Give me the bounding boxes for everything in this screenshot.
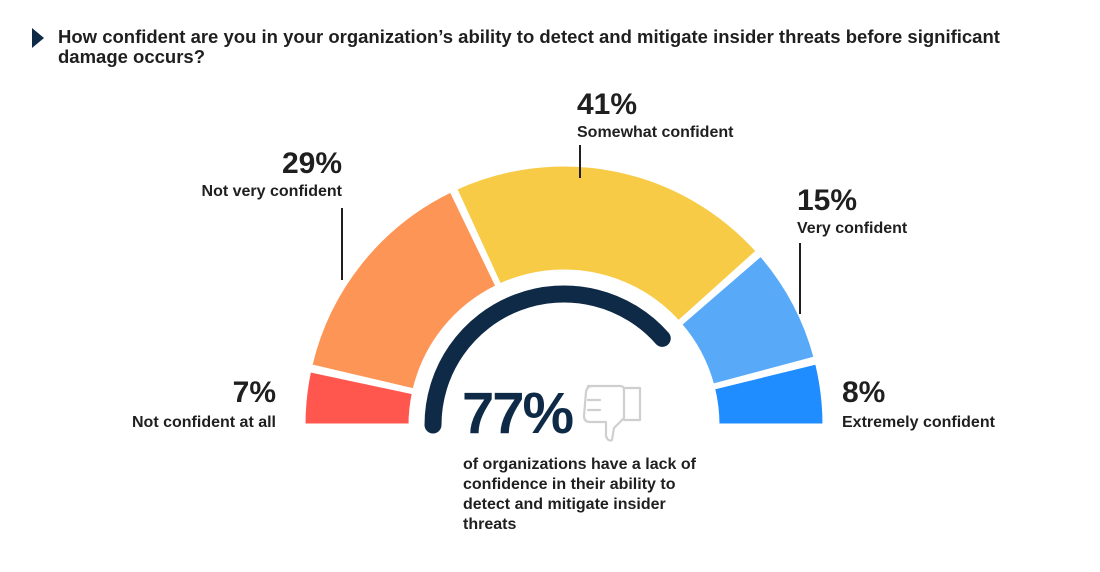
- chart-question: How confident are you in your organizati…: [58, 26, 1000, 67]
- gauge-segment: [712, 361, 826, 427]
- thumbs-down-icon: [582, 384, 642, 442]
- gauge-segment: [309, 189, 499, 392]
- segment-percent: 41%: [577, 88, 637, 121]
- gauge-segment: [679, 253, 817, 387]
- triangle-marker-icon: [32, 28, 44, 48]
- callout-arc: [424, 285, 671, 434]
- callout-text: of organizations have a lack of confiden…: [463, 456, 696, 533]
- segment-percent: 7%: [233, 376, 276, 409]
- segment-label: Extremely confident: [842, 414, 996, 431]
- segment-label: Very confident: [797, 220, 908, 237]
- segment-percent: 8%: [842, 376, 885, 409]
- segment-label: Somewhat confident: [577, 124, 734, 141]
- segment-label: Not confident at all: [132, 414, 276, 431]
- segment-percent: 15%: [797, 184, 857, 217]
- callout-value: 77%: [462, 381, 574, 446]
- segment-percent: 29%: [282, 147, 342, 180]
- gauge-segment: [454, 163, 759, 324]
- gauge-segment: [302, 369, 415, 427]
- segment-label: Not very confident: [202, 183, 343, 200]
